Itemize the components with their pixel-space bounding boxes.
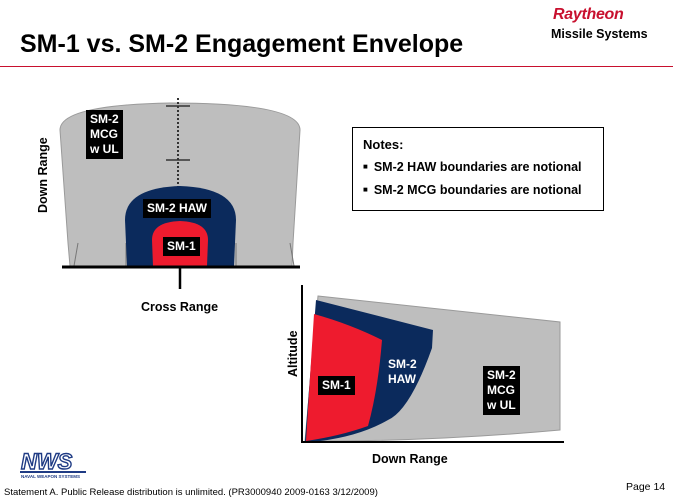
plan-sm1-label: SM-1 [163, 237, 200, 256]
notes-box: Notes: ■ SM-2 HAW boundaries are notional… [352, 127, 604, 211]
logo-division: Missile Systems [551, 27, 648, 41]
note-item: ■ SM-2 MCG boundaries are notional [363, 183, 582, 197]
profile-haw-label: SM-2 HAW [388, 357, 417, 386]
page-number: Page 14 [626, 481, 666, 493]
raytheon-logo: Raytheon [553, 6, 624, 23]
profile-ylabel: Altitude [286, 330, 300, 377]
notes-heading: Notes: [363, 137, 404, 152]
title-divider [0, 66, 673, 67]
note-item: ■ SM-2 HAW boundaries are notional [363, 160, 582, 174]
profile-mcg-label: SM-2 MCG w UL [483, 366, 520, 415]
slide-title: SM-1 vs. SM-2 Engagement Envelope [20, 30, 464, 58]
nws-logo: NWS NAVAL WEAPON SYSTEMS [20, 449, 86, 479]
bullet-icon: ■ [363, 162, 368, 171]
plan-haw-label: SM-2 HAW [143, 199, 211, 218]
plan-xlabel: Cross Range [141, 300, 219, 314]
plan-mcg-label: SM-2 MCG w UL [86, 110, 123, 159]
profile-sm1-label: SM-1 [318, 376, 355, 395]
nws-logo-subtext: NAVAL WEAPON SYSTEMS [21, 474, 80, 479]
profile-xlabel: Down Range [372, 452, 448, 466]
bullet-icon: ■ [363, 185, 368, 194]
footer-statement: Statement A. Public Release distribution… [4, 487, 378, 498]
nws-logo-text: NWS [21, 449, 73, 474]
